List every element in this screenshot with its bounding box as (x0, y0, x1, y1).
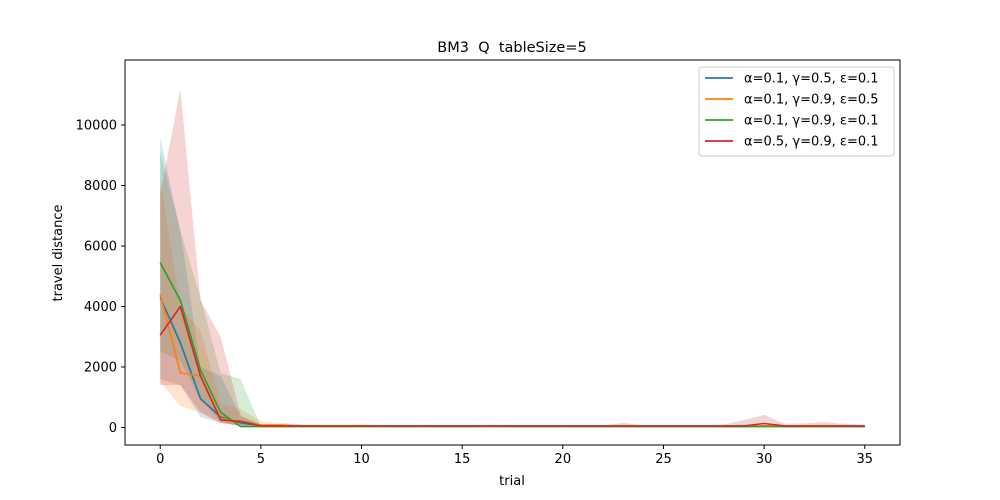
band-series-3 (160, 152, 865, 427)
band-series-1 (160, 137, 865, 427)
plot-area-frame (124, 59, 901, 446)
x-axis: 0 5 10 15 20 25 30 35 (156, 445, 873, 467)
legend-box (698, 66, 895, 157)
y-tick-label: 0 (109, 421, 117, 436)
line-series-4 (159, 305, 865, 427)
line-series-2 (159, 294, 865, 427)
series-lines (159, 262, 865, 428)
legend-label-4: α=0.5, γ=0.9, ε=0.1 (744, 135, 879, 150)
line-series-3 (159, 262, 865, 428)
band-series-2 (160, 179, 865, 427)
band-series-4 (160, 88, 865, 427)
y-axis: 0 2000 4000 6000 8000 10000 (76, 119, 125, 436)
y-tick-label: 10000 (76, 119, 117, 134)
x-tick-label: 35 (856, 452, 873, 467)
x-axis-label: trial (499, 474, 525, 489)
line-series-1 (159, 297, 865, 428)
y-tick-label: 4000 (84, 300, 117, 315)
legend-label-3: α=0.1, γ=0.9, ε=0.1 (744, 114, 879, 129)
y-tick-label: 8000 (84, 179, 117, 194)
y-tick-label: 2000 (84, 360, 117, 375)
confidence-bands (160, 88, 865, 427)
x-tick-label: 10 (353, 452, 370, 467)
legend-label-1: α=0.1, γ=0.5, ε=0.1 (744, 72, 879, 87)
legend-label-2: α=0.1, γ=0.9, ε=0.5 (744, 93, 879, 108)
x-tick-label: 20 (555, 452, 572, 467)
x-tick-label: 0 (156, 452, 164, 467)
x-tick-label: 15 (454, 452, 471, 467)
chart-title: BM3 Q tableSize=5 (437, 40, 586, 56)
y-tick-label: 6000 (84, 239, 117, 254)
x-tick-label: 5 (257, 452, 265, 467)
x-tick-label: 30 (756, 452, 773, 467)
legend: α=0.1, γ=0.5, ε=0.1 α=0.1, γ=0.9, ε=0.5 α=… (698, 66, 895, 157)
x-tick-label: 25 (655, 452, 672, 467)
y-axis-label: travel distance (51, 205, 66, 302)
